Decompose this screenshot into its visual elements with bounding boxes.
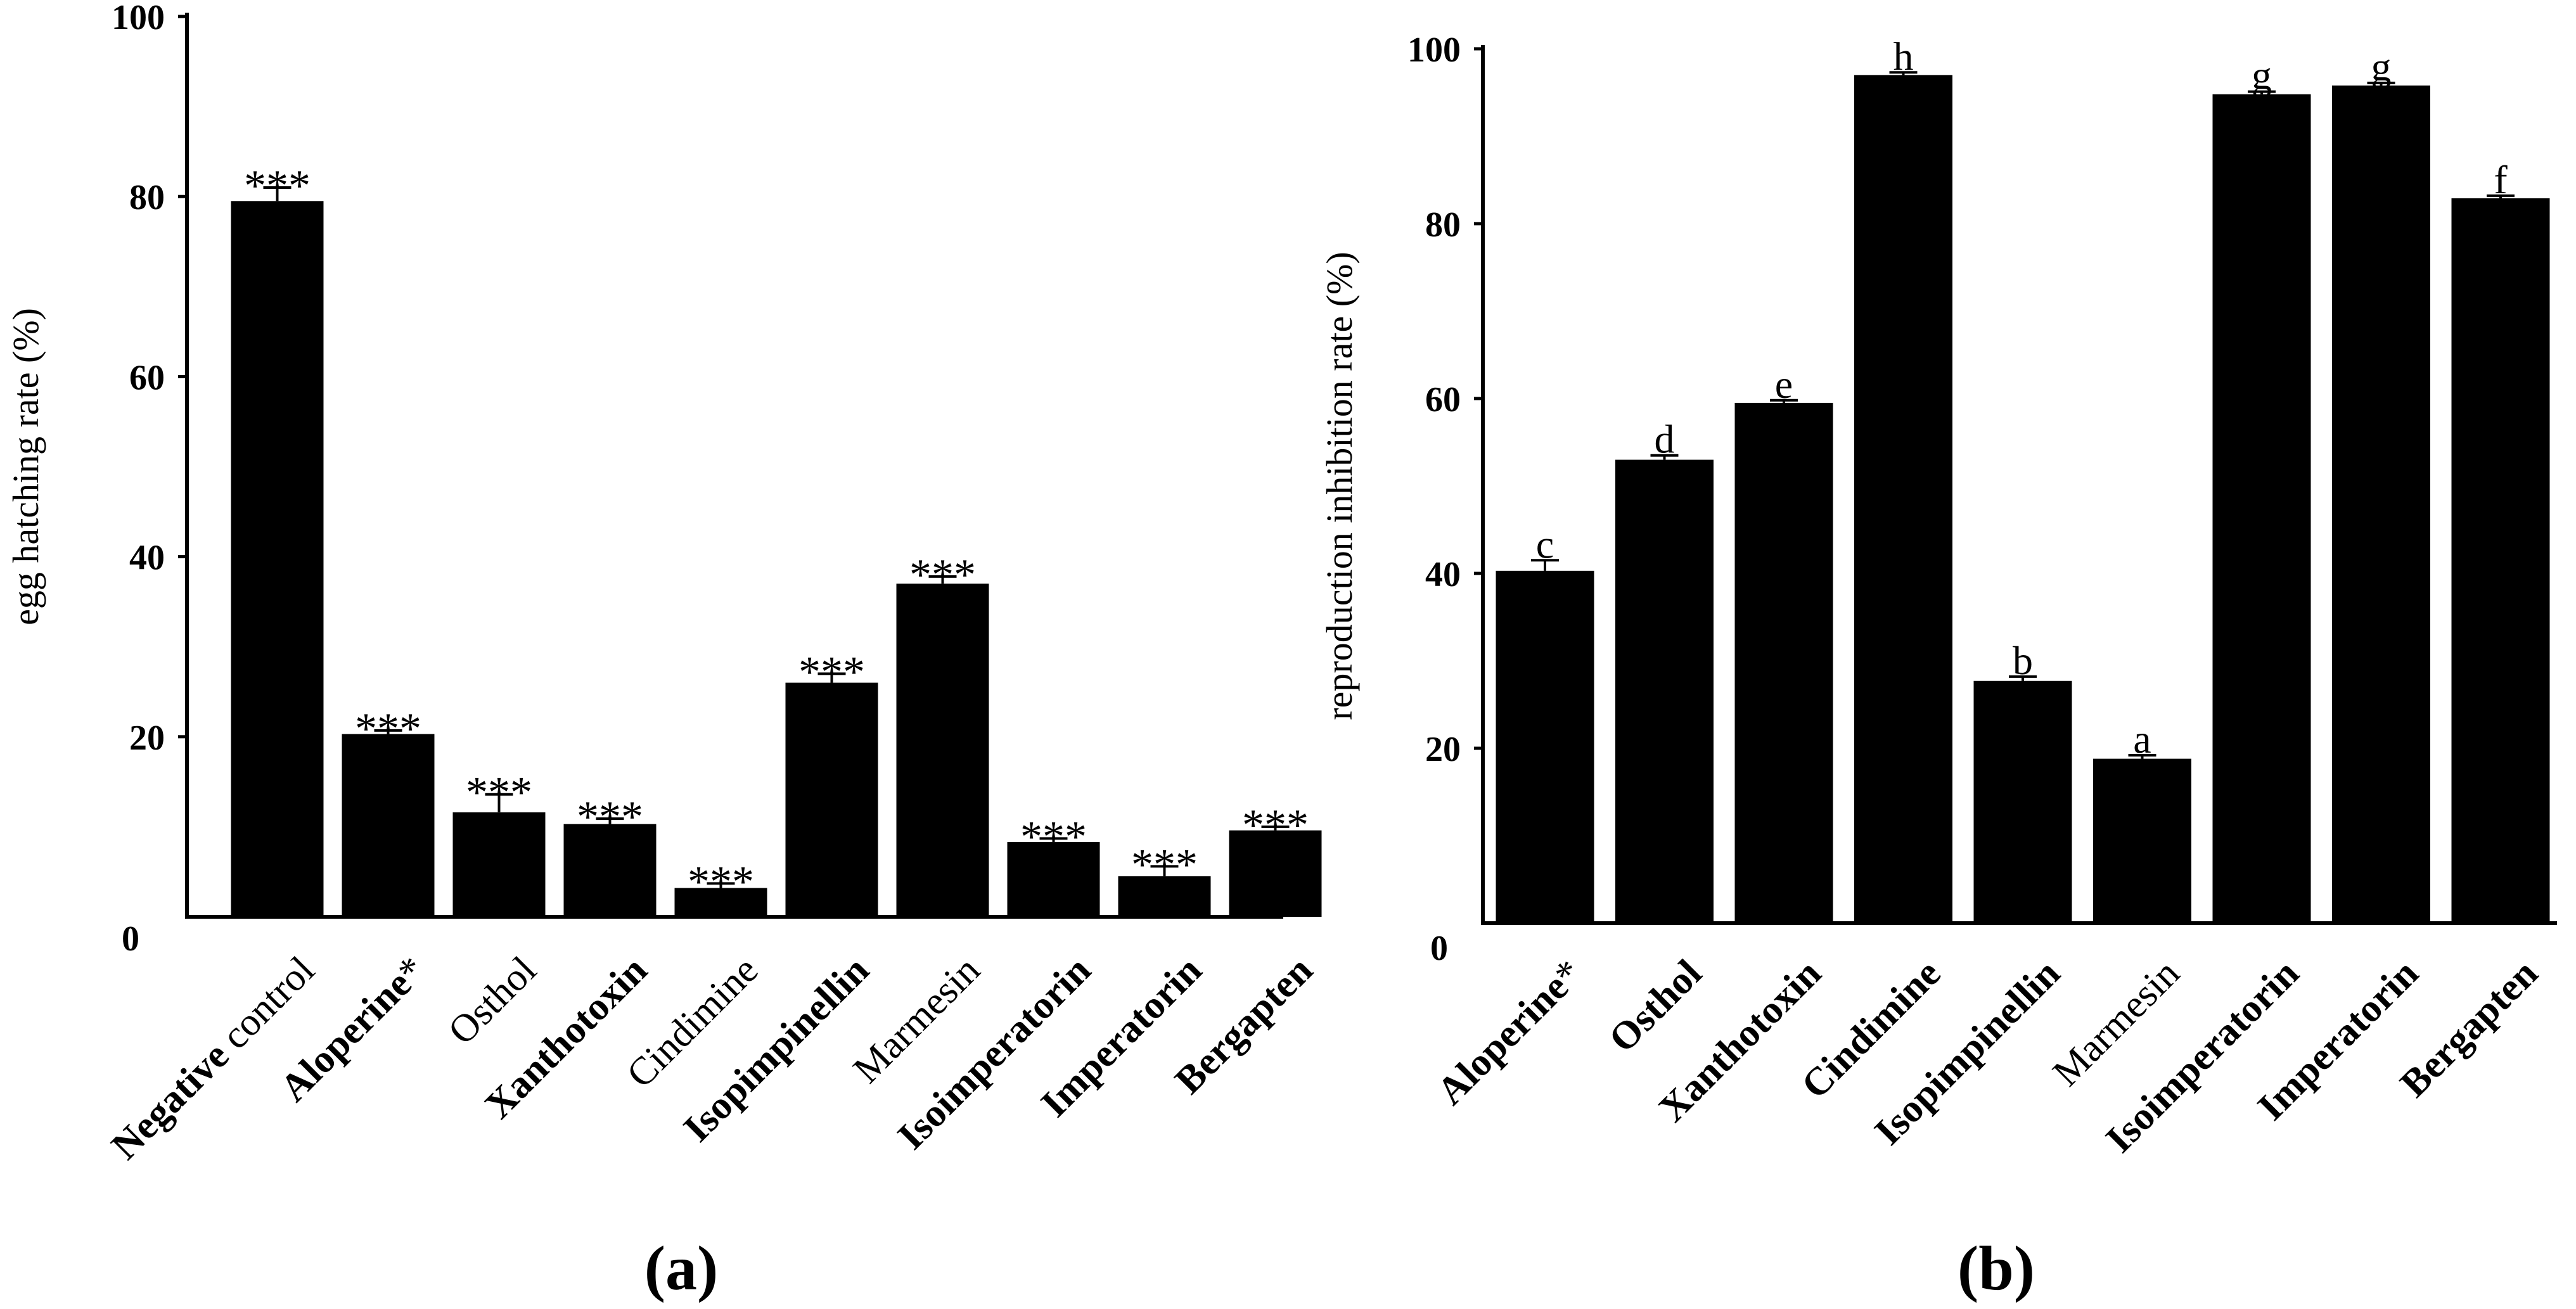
panel-b-bar <box>2451 198 2550 924</box>
panel-b-bar <box>2093 758 2191 923</box>
panel-b-category-label: Osthol <box>1601 952 1710 1061</box>
panel-b-bar-annotation: f <box>2494 157 2508 202</box>
panel-b-category-label: Aloperine* <box>1429 952 1591 1113</box>
category-label-bold-part: Osthol <box>1601 952 1710 1061</box>
panel-a-y-tick-label: 40 <box>129 539 165 578</box>
panel-b-bar-annotation: e <box>1775 362 1793 407</box>
panel-a-bar <box>1118 876 1211 917</box>
panel-b-y-tick-label: 20 <box>1425 730 1461 769</box>
panel-a-category-label: Isoimperatorin <box>890 948 1099 1158</box>
panel-a-bar <box>452 812 546 917</box>
category-label-plain-part: Osthol <box>440 948 544 1053</box>
panel-a-y-axis-label: egg hatching rate (%) <box>5 308 46 625</box>
panel-a-bar-annotation: *** <box>466 769 532 817</box>
panel-b-y-tick-label: 0 <box>1430 929 1448 968</box>
panel-a-bar <box>563 824 657 917</box>
panel-b-y-tick-label: 60 <box>1425 380 1461 419</box>
panel-b-bar-annotation: g <box>2371 44 2392 89</box>
panel-a-y-tick-label: 100 <box>112 0 165 37</box>
panel-b-bar-annotation: h <box>1894 34 1914 79</box>
panel-a-bar <box>785 682 878 917</box>
category-label-bold-part: Aloperine <box>1429 966 1577 1113</box>
panel-a-bar <box>896 584 989 917</box>
panel-a-bar <box>674 888 767 917</box>
panel-a-bar-annotation: *** <box>355 705 421 753</box>
panel-b-bar <box>1496 570 1594 923</box>
panel-a-bar <box>1229 830 1322 917</box>
panel-b-chart: 0 20 40 60 80 100 reproduction inhibition rate… <box>1319 30 2557 1303</box>
panel-a-bar <box>342 734 435 917</box>
panel-a-bar <box>1007 842 1100 917</box>
panel-b-bar-annotation: b <box>2013 638 2033 683</box>
panel-a-bar-annotation: *** <box>688 857 754 906</box>
panel-a-bar-annotation: *** <box>577 793 643 841</box>
category-label-bold-part: Negative <box>103 1034 237 1168</box>
panel-a-bar-annotation: *** <box>909 551 976 599</box>
panel-b-y-tick-label: 40 <box>1425 555 1461 594</box>
panel-b-bar <box>1615 459 1714 923</box>
panel-b-label: (b) <box>1958 1233 2035 1303</box>
panel-a-y-tick-label: 80 <box>129 178 165 217</box>
panel-a-bar-annotation: *** <box>1242 801 1309 850</box>
panel-a-y-tick-label: 20 <box>129 718 165 758</box>
category-label-bold-part: Isoimperatorin <box>890 948 1099 1158</box>
panel-b-bar-annotation: a <box>2133 717 2151 762</box>
panel-b-bar <box>1734 402 1833 923</box>
panel-a-bar-annotation: *** <box>1131 840 1198 889</box>
panel-b-y-axis-label: reproduction inhibition rate (%) <box>1319 252 1360 720</box>
panel-a-bar-annotation: *** <box>1020 812 1087 861</box>
panel-b-bar-annotation: c <box>1536 521 1554 566</box>
panel-b-bar <box>1973 680 2072 923</box>
panel-a-chart: 0 20 40 60 80 100 egg hatching rate (%) *** Nega… <box>5 0 1322 1303</box>
panel-b-bar <box>2332 85 2430 924</box>
panel-b-y-tick-label: 100 <box>1407 30 1461 70</box>
panel-a-bar <box>231 201 324 917</box>
panel-a-y-tick-label: 60 <box>129 358 165 397</box>
panel-a-category-label: Osthol <box>440 948 544 1053</box>
panel-a-bar-annotation: *** <box>798 648 865 696</box>
panel-a-y-tick-label: 0 <box>122 919 139 959</box>
panel-b-bar <box>1854 75 1952 923</box>
panel-b-y-tick-label: 80 <box>1425 205 1461 245</box>
panel-a-bar-annotation: *** <box>244 162 311 210</box>
panel-b-bar-annotation: g <box>2252 53 2272 98</box>
panel-a-category-label: Negative control <box>103 948 323 1168</box>
panel-a-label: (a) <box>644 1233 719 1303</box>
panel-b-bar <box>2212 94 2311 923</box>
panel-b-bar-annotation: d <box>1655 417 1675 462</box>
